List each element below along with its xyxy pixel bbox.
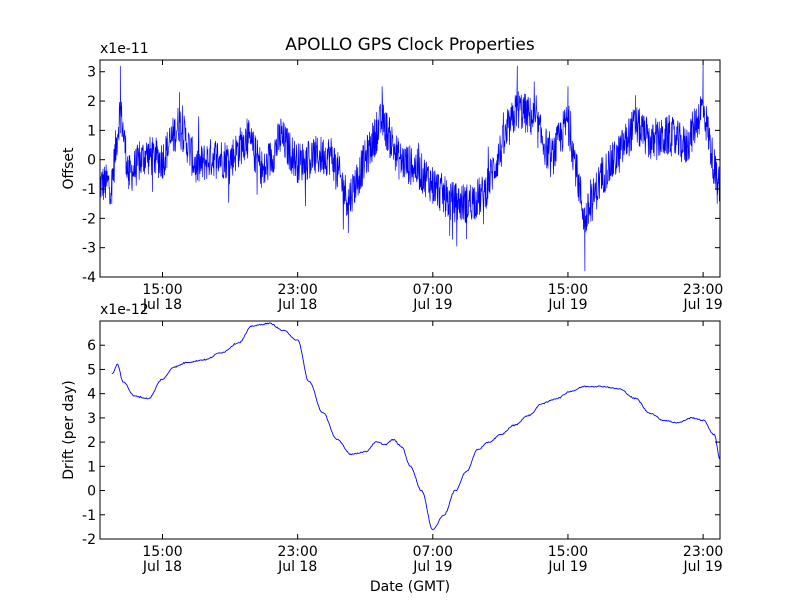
x-tick-label-date: Jul 18 (277, 297, 317, 313)
y-tick-label: 2 (87, 94, 96, 110)
x-tick-label-time: 15:00 (142, 282, 182, 298)
y-tick-label: -2 (82, 532, 96, 548)
x-axis-label: Date (GMT) (370, 579, 450, 595)
x-tick-label-time: 23:00 (683, 282, 723, 298)
x-tick-label-date: Jul 18 (277, 559, 317, 575)
y-tick-label: 0 (87, 484, 96, 500)
y-tick-label: -3 (82, 241, 96, 257)
y-exponent-label: x1e-12 (100, 302, 149, 318)
y-exponent-label: x1e-11 (100, 41, 149, 57)
x-tick-label-date: Jul 19 (412, 559, 452, 575)
x-tick-label-time: 15:00 (548, 544, 588, 560)
y-tick-label: 0 (87, 153, 96, 169)
x-tick-label-time: 07:00 (413, 282, 453, 298)
y-tick-label: -2 (82, 211, 96, 227)
x-tick-label-date: Jul 18 (142, 297, 182, 313)
y-tick-label: 1 (87, 123, 96, 139)
x-tick-label-date: Jul 19 (683, 297, 723, 313)
chart-title: APOLLO GPS Clock Properties (285, 35, 535, 55)
y-axis-label: Offset (61, 147, 77, 190)
x-tick-label-date: Jul 19 (547, 559, 587, 575)
x-tick-label-date: Jul 18 (142, 559, 182, 575)
plot-frame (99, 59, 721, 278)
x-tick-label-date: Jul 19 (547, 297, 587, 313)
y-tick-label: 5 (87, 362, 96, 378)
y-tick-label: -1 (82, 508, 96, 524)
y-tick-label: 3 (87, 65, 96, 81)
y-tick-label: 6 (87, 338, 96, 354)
y-tick-label: -1 (82, 182, 96, 198)
x-tick-label-time: 23:00 (683, 544, 723, 560)
y-tick-label: -4 (82, 270, 96, 286)
x-tick-label-time: 15:00 (142, 544, 182, 560)
x-tick-label-time: 15:00 (548, 282, 588, 298)
drift-series-line (111, 322, 720, 531)
y-tick-label: 1 (87, 459, 96, 475)
y-axis-label: Drift (per day) (61, 380, 77, 479)
x-tick-label-time: 23:00 (277, 544, 317, 560)
y-tick-label: 4 (87, 387, 96, 403)
x-tick-label-time: 23:00 (277, 282, 317, 298)
offset-series-line (100, 60, 720, 272)
x-tick-label-time: 07:00 (413, 544, 453, 560)
y-tick-label: 3 (87, 411, 96, 427)
y-tick-label: 2 (87, 435, 96, 451)
x-tick-label-date: Jul 19 (683, 559, 723, 575)
x-tick-label-date: Jul 19 (412, 297, 452, 313)
plot-frame (99, 320, 721, 540)
